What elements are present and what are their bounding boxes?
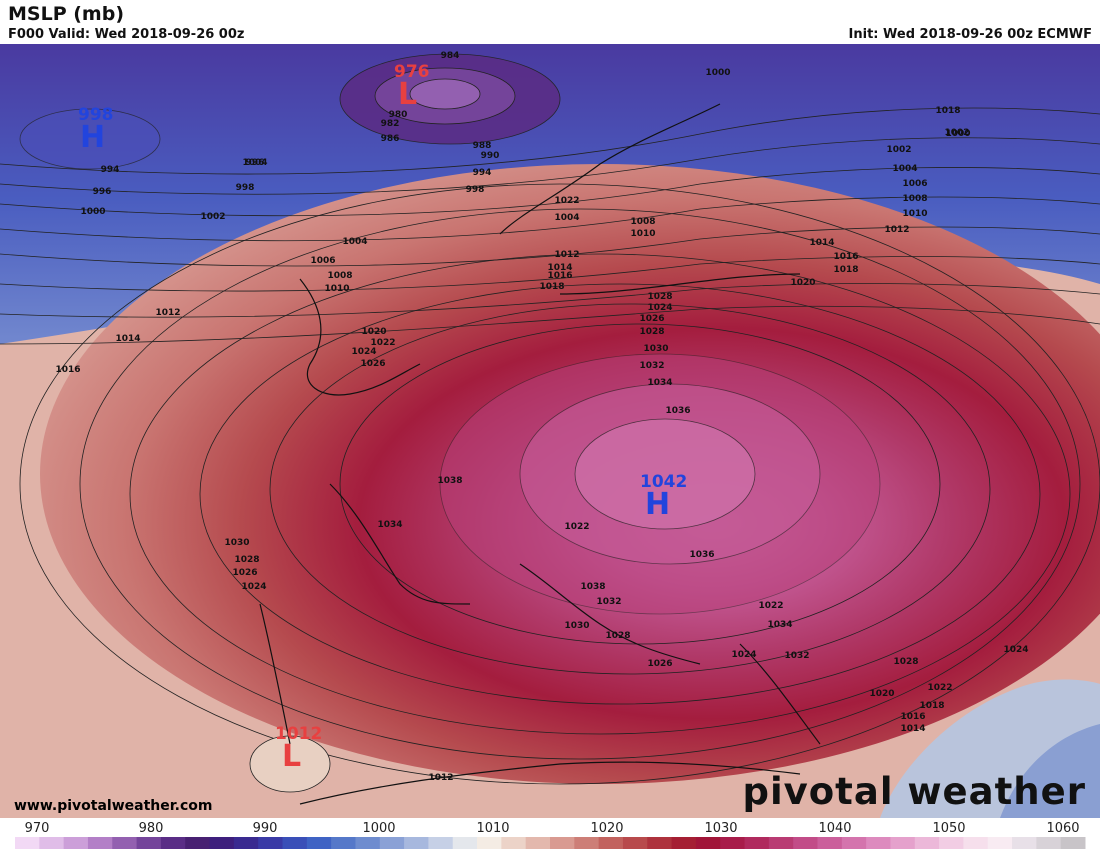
legend-swatch (331, 837, 356, 849)
legend-swatch (428, 837, 454, 849)
legend-swatch (1060, 837, 1086, 849)
legend-tick-label: 1050 (932, 821, 965, 836)
low-1012-letter: L (282, 739, 302, 774)
legend-swatch (768, 837, 794, 849)
legend-swatch (720, 837, 746, 849)
brand-logo: pivotal weather (742, 770, 1086, 813)
legend-swatch (939, 837, 964, 849)
legend-swatch (1012, 837, 1037, 849)
pressure-legend: 970 980 990 1000 1010 1020 1030 1040 1050 1060 (0, 818, 1100, 850)
valid-time-label: F000 Valid: Wed 2018-09-26 00z (8, 27, 245, 42)
legend-tick-label: 990 (253, 821, 278, 836)
legend-swatch (160, 837, 186, 849)
legend-tick-label: 1040 (818, 821, 851, 836)
legend-swatch (379, 837, 405, 849)
legend-swatch (136, 837, 162, 849)
legend-swatch (477, 837, 502, 849)
legend-swatch (987, 837, 1013, 849)
legend-swatch (550, 837, 575, 849)
low-pressure-1012 (249, 735, 331, 793)
legend-tick-label: 980 (139, 821, 164, 836)
legend-swatch (841, 837, 867, 849)
legend-swatch (890, 837, 916, 849)
low-1012-value: 1012 (275, 724, 323, 744)
legend-swatch (355, 837, 381, 849)
legend-tick-label: 1060 (1046, 821, 1079, 836)
legend-swatch (39, 837, 65, 849)
init-time-label: Init: Wed 2018-09-26 00z ECMWF (848, 27, 1092, 42)
legend-swatch (671, 837, 697, 849)
legend-swatch (1036, 837, 1062, 849)
legend-swatch (185, 837, 211, 849)
legend-swatch (647, 837, 673, 849)
legend-swatch (598, 837, 624, 849)
legend-tick-label: 1030 (704, 821, 737, 836)
legend-tick-label: 1010 (476, 821, 509, 836)
coastlines (259, 103, 821, 805)
legend-swatch (695, 837, 721, 849)
high-1042-value: 1042 (640, 472, 688, 492)
legend-swatch (404, 837, 429, 849)
header-bar: MSLP (mb) F000 Valid: Wed 2018-09-26 00z… (0, 0, 1100, 44)
legend-swatch (963, 837, 989, 849)
high-1042-letter: H (645, 487, 671, 522)
legend-swatch (15, 837, 40, 849)
legend-swatch (452, 837, 478, 849)
low-976-letter: L (398, 77, 418, 112)
legend-swatch (574, 837, 600, 849)
legend-swatch (817, 837, 843, 849)
legend-swatch (866, 837, 891, 849)
legend-tick-label: 1000 (362, 821, 395, 836)
high-998-letter: H (80, 120, 106, 155)
legend-tick-label: 1020 (590, 821, 623, 836)
legend-swatch (914, 837, 940, 849)
legend-swatch (282, 837, 308, 849)
legend-swatch (63, 837, 89, 849)
legend-swatch (622, 837, 648, 849)
legend-swatch (209, 837, 235, 849)
legend-tick-label: 970 (25, 821, 50, 836)
mslp-map (0, 44, 1100, 818)
legend-swatch (793, 837, 818, 849)
legend-swatch (112, 837, 138, 849)
low-976-value: 976 (394, 62, 430, 82)
high-998-value: 998 (78, 105, 114, 125)
source-url: www.pivotalweather.com (14, 798, 213, 814)
legend-swatch (525, 837, 551, 849)
legend-swatch (306, 837, 332, 849)
legend-swatch (87, 837, 113, 849)
legend-swatch (501, 837, 527, 849)
legend-swatch (744, 837, 770, 849)
map-title: MSLP (mb) (8, 3, 125, 25)
high-pressure-998 (19, 108, 161, 170)
legend-swatch (233, 837, 259, 849)
legend-swatch (258, 837, 283, 849)
